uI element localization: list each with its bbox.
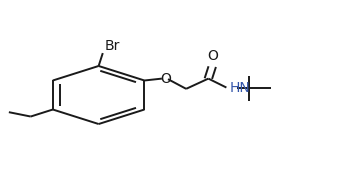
Text: O: O	[160, 72, 171, 86]
Text: HN: HN	[230, 82, 250, 95]
Text: Br: Br	[105, 39, 120, 53]
Text: O: O	[207, 49, 218, 63]
